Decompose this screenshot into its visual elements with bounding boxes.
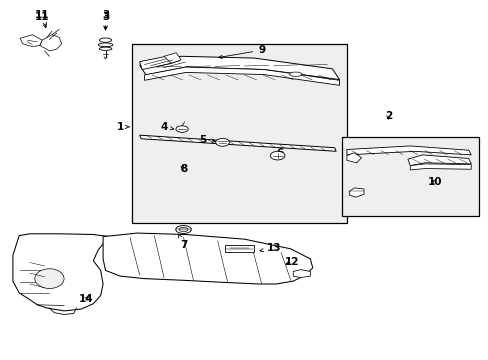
Polygon shape <box>409 164 470 170</box>
Bar <box>132 44 346 223</box>
Polygon shape <box>40 35 61 51</box>
Text: 3: 3 <box>102 10 109 29</box>
Text: 11: 11 <box>35 10 49 26</box>
Polygon shape <box>140 135 335 151</box>
Text: 9: 9 <box>219 45 264 59</box>
Text: 11: 11 <box>35 12 49 28</box>
Text: 5: 5 <box>199 135 215 145</box>
Ellipse shape <box>35 269 64 288</box>
Polygon shape <box>20 35 42 46</box>
Text: 13: 13 <box>260 243 281 253</box>
Text: 3: 3 <box>102 12 109 30</box>
Bar <box>224 244 254 252</box>
Ellipse shape <box>179 227 187 231</box>
Polygon shape <box>140 56 171 69</box>
Text: 14: 14 <box>79 294 93 304</box>
Polygon shape <box>293 270 310 278</box>
Polygon shape <box>13 234 110 311</box>
Polygon shape <box>346 153 361 163</box>
Text: 1: 1 <box>116 122 129 132</box>
Ellipse shape <box>289 72 301 76</box>
Ellipse shape <box>98 43 113 46</box>
Polygon shape <box>346 146 470 155</box>
Text: 10: 10 <box>427 177 441 187</box>
Polygon shape <box>140 56 339 80</box>
Text: 8: 8 <box>180 164 187 174</box>
Ellipse shape <box>99 38 111 42</box>
Polygon shape <box>163 53 181 63</box>
Text: 2: 2 <box>384 111 391 121</box>
Text: 12: 12 <box>285 257 299 267</box>
Text: 6: 6 <box>275 148 283 158</box>
Ellipse shape <box>176 126 188 132</box>
Polygon shape <box>103 233 312 284</box>
Polygon shape <box>144 67 339 85</box>
Ellipse shape <box>99 47 112 50</box>
Text: 7: 7 <box>178 234 187 250</box>
Ellipse shape <box>215 138 229 146</box>
Polygon shape <box>407 155 470 166</box>
Ellipse shape <box>270 151 285 160</box>
Text: 4: 4 <box>160 122 173 132</box>
Bar <box>341 137 478 216</box>
Polygon shape <box>348 188 363 197</box>
Ellipse shape <box>175 226 191 233</box>
